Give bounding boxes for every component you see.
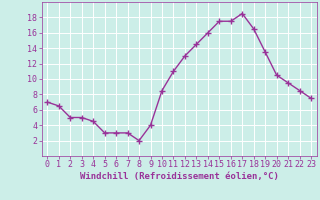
X-axis label: Windchill (Refroidissement éolien,°C): Windchill (Refroidissement éolien,°C) xyxy=(80,172,279,181)
